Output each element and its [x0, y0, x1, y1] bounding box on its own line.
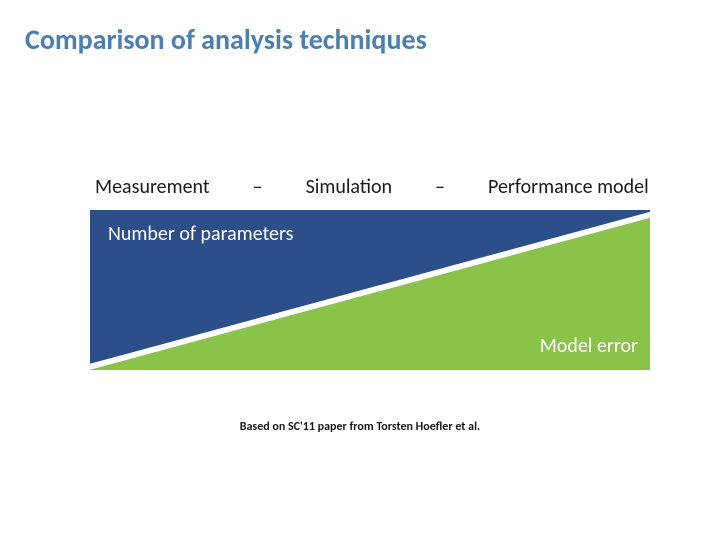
slide-title: Comparison of analysis techniques: [25, 22, 427, 57]
technique-measurement: Measurement: [95, 175, 210, 199]
parameters-label: Number of parameters: [108, 222, 293, 246]
techniques-row: Measurement – Simulation – Performance m…: [95, 175, 667, 199]
separator-icon: –: [410, 175, 470, 199]
technique-simulation: Simulation: [306, 175, 392, 199]
footnote: Based on SC'11 paper from Torsten Hoefle…: [0, 420, 720, 434]
technique-performance-model: Performance model: [488, 175, 649, 199]
separator-icon: –: [228, 175, 288, 199]
slide: { "title": { "text": "Comparison of anal…: [0, 0, 720, 540]
error-label: Model error: [540, 334, 638, 358]
